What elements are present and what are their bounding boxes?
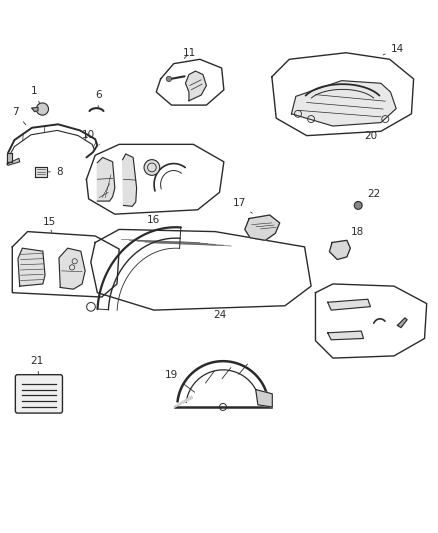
Text: 21: 21 (30, 356, 43, 374)
Polygon shape (156, 59, 223, 105)
Polygon shape (12, 232, 119, 297)
Text: 7: 7 (12, 107, 26, 125)
FancyBboxPatch shape (15, 375, 62, 413)
Text: 24: 24 (212, 310, 226, 320)
Text: 11: 11 (182, 48, 195, 59)
Polygon shape (327, 299, 370, 310)
Polygon shape (91, 229, 311, 310)
Polygon shape (173, 396, 192, 407)
Polygon shape (18, 248, 45, 286)
Polygon shape (86, 144, 223, 214)
Polygon shape (7, 153, 12, 162)
Polygon shape (97, 157, 115, 201)
Polygon shape (271, 53, 413, 135)
Text: 22: 22 (360, 189, 379, 204)
Polygon shape (396, 318, 406, 328)
Polygon shape (328, 240, 350, 260)
Text: 19: 19 (165, 370, 194, 392)
Polygon shape (291, 80, 395, 126)
Polygon shape (255, 390, 272, 407)
Circle shape (166, 76, 171, 82)
Text: 20: 20 (364, 131, 377, 141)
Text: 8: 8 (44, 167, 62, 177)
Polygon shape (7, 158, 20, 165)
Polygon shape (35, 167, 47, 176)
Polygon shape (244, 215, 279, 240)
Polygon shape (122, 154, 136, 206)
Text: 18: 18 (342, 227, 363, 242)
Text: 16: 16 (146, 215, 159, 230)
Polygon shape (59, 248, 85, 289)
Polygon shape (185, 71, 206, 101)
Text: 1: 1 (30, 86, 41, 107)
Text: 10: 10 (82, 130, 99, 144)
Text: 14: 14 (382, 44, 403, 55)
Text: 17: 17 (232, 198, 252, 213)
Circle shape (353, 201, 361, 209)
Text: 6: 6 (95, 90, 101, 108)
Circle shape (36, 103, 48, 115)
Text: 15: 15 (42, 217, 56, 232)
Polygon shape (315, 284, 426, 358)
Polygon shape (327, 331, 363, 340)
Circle shape (144, 159, 159, 175)
Polygon shape (32, 107, 38, 111)
